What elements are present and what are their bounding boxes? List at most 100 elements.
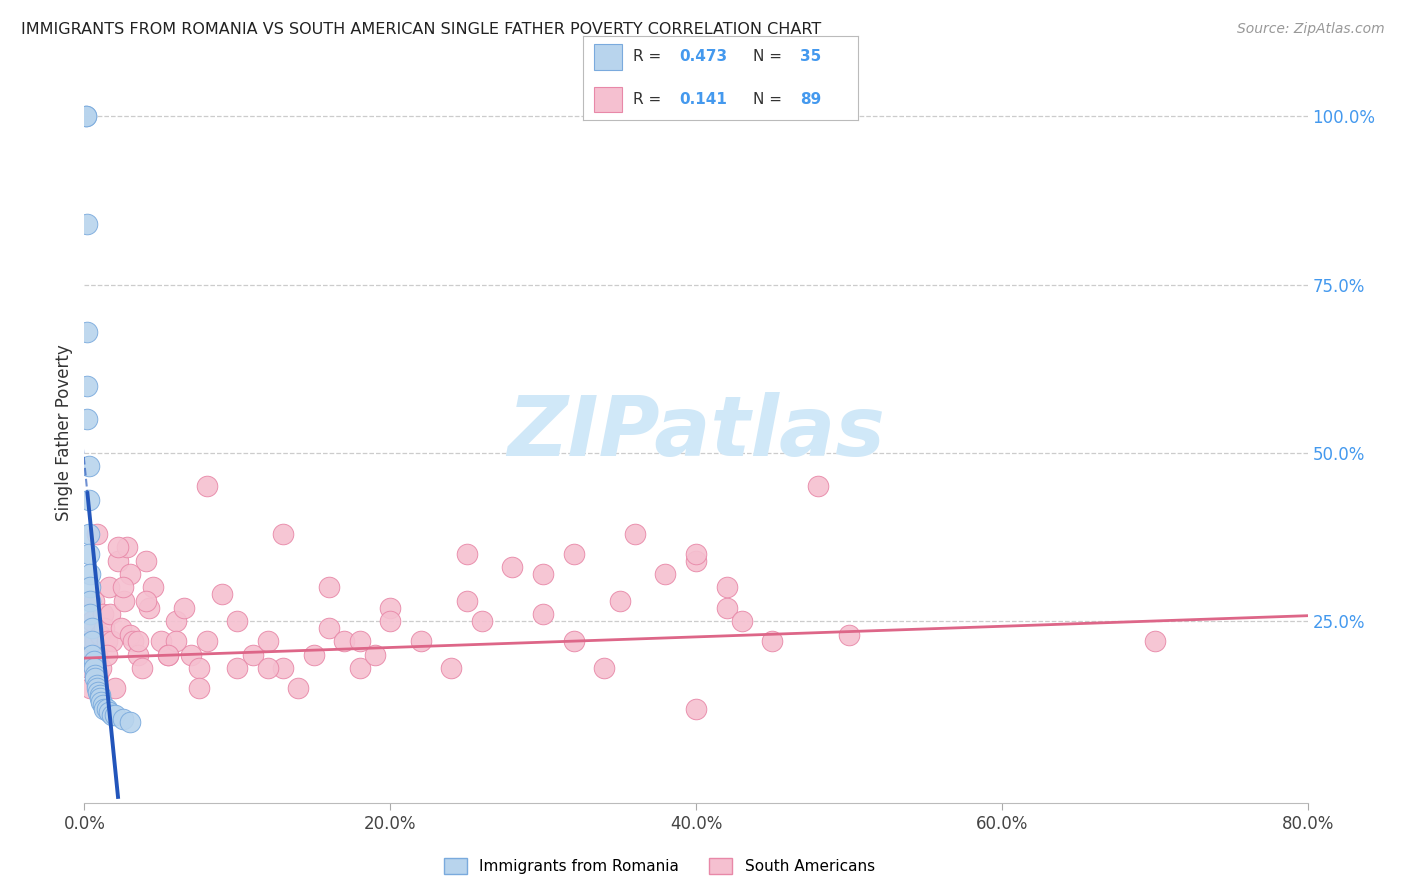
- Bar: [595, 45, 621, 70]
- Point: [77, 547, 100, 561]
- Point: [502, 560, 524, 574]
- Point: [807, 479, 830, 493]
- Point: [80, 648, 103, 662]
- Point: [91, 607, 114, 622]
- Point: [86, 678, 108, 692]
- Point: [98, 607, 121, 622]
- Point: [409, 634, 432, 648]
- Point: [624, 526, 647, 541]
- Point: [101, 708, 124, 723]
- Point: [104, 708, 127, 723]
- Point: [120, 627, 142, 641]
- Point: [349, 634, 371, 648]
- Point: [76, 634, 98, 648]
- Point: [349, 661, 371, 675]
- Point: [257, 661, 280, 675]
- Point: [271, 661, 294, 675]
- Point: [302, 648, 325, 662]
- Point: [593, 661, 616, 675]
- Point: [531, 607, 554, 622]
- Point: [188, 681, 211, 696]
- Point: [226, 661, 249, 675]
- Point: [79, 681, 101, 696]
- Point: [75, 109, 97, 123]
- Point: [120, 566, 142, 581]
- Point: [188, 661, 211, 675]
- Point: [138, 600, 160, 615]
- Point: [226, 614, 249, 628]
- Text: R =: R =: [633, 92, 671, 107]
- Point: [84, 671, 107, 685]
- Point: [97, 705, 120, 719]
- Text: 89: 89: [800, 92, 821, 107]
- Point: [456, 547, 478, 561]
- Point: [79, 607, 101, 622]
- Point: [75, 648, 97, 662]
- Point: [89, 688, 111, 702]
- Point: [77, 526, 100, 541]
- Point: [86, 681, 108, 696]
- Point: [96, 648, 118, 662]
- Point: [180, 648, 202, 662]
- Point: [654, 566, 676, 581]
- Point: [440, 661, 463, 675]
- Text: N =: N =: [754, 92, 787, 107]
- Point: [79, 566, 101, 581]
- Point: [271, 526, 294, 541]
- Text: N =: N =: [754, 49, 787, 64]
- Point: [731, 614, 754, 628]
- Text: 35: 35: [800, 49, 821, 64]
- Point: [364, 648, 387, 662]
- Point: [86, 648, 108, 662]
- Point: [110, 621, 132, 635]
- Point: [195, 479, 218, 493]
- Point: [562, 634, 585, 648]
- Point: [287, 681, 309, 696]
- Point: [104, 681, 127, 696]
- Point: [257, 634, 280, 648]
- Point: [149, 634, 172, 648]
- Point: [173, 600, 195, 615]
- Point: [531, 566, 554, 581]
- Point: [318, 621, 340, 635]
- Point: [838, 627, 860, 641]
- Point: [90, 661, 112, 675]
- Point: [685, 547, 707, 561]
- Point: [80, 634, 103, 648]
- Point: [84, 634, 107, 648]
- Point: [142, 581, 165, 595]
- Point: [76, 378, 98, 392]
- Text: IMMIGRANTS FROM ROMANIA VS SOUTH AMERICAN SINGLE FATHER POVERTY CORRELATION CHAR: IMMIGRANTS FROM ROMANIA VS SOUTH AMERICA…: [21, 22, 821, 37]
- Point: [86, 526, 108, 541]
- Point: [84, 668, 107, 682]
- Point: [131, 661, 153, 675]
- Point: [380, 600, 402, 615]
- Point: [165, 614, 187, 628]
- Point: [75, 109, 97, 123]
- Point: [107, 553, 129, 567]
- Point: [93, 621, 115, 635]
- Point: [79, 581, 101, 595]
- Point: [96, 634, 118, 648]
- Point: [91, 698, 114, 713]
- Point: [77, 459, 100, 474]
- Legend: Immigrants from Romania, South Americans: Immigrants from Romania, South Americans: [437, 852, 880, 880]
- Point: [76, 412, 98, 426]
- Text: 0.141: 0.141: [679, 92, 727, 107]
- Point: [83, 661, 105, 675]
- Point: [609, 594, 631, 608]
- Point: [107, 540, 129, 554]
- Point: [761, 634, 783, 648]
- Point: [87, 668, 110, 682]
- Point: [165, 634, 187, 648]
- Point: [83, 594, 105, 608]
- Point: [77, 661, 100, 675]
- Point: [318, 581, 340, 595]
- Point: [562, 547, 585, 561]
- Point: [115, 540, 138, 554]
- Point: [685, 701, 707, 715]
- Bar: [595, 87, 621, 112]
- Point: [456, 594, 478, 608]
- Point: [122, 634, 145, 648]
- Point: [380, 614, 402, 628]
